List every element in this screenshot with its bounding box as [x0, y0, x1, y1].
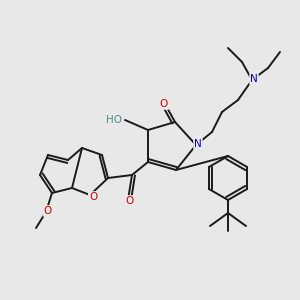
Text: O: O — [44, 206, 52, 216]
Text: N: N — [194, 139, 202, 149]
Text: O: O — [160, 99, 168, 109]
Text: O: O — [126, 196, 134, 206]
Text: N: N — [250, 74, 258, 84]
Text: HO: HO — [106, 115, 122, 125]
Text: O: O — [89, 192, 97, 202]
